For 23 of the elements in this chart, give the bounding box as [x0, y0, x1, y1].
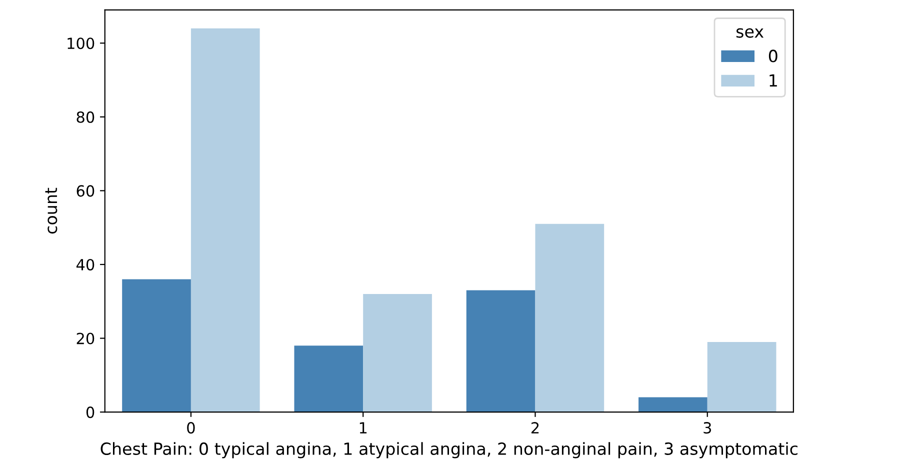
y-tick-label: 80: [76, 111, 94, 123]
x-axis-title: Chest Pain: 0 typical angina, 1 atypical angina, 2 non-anginal pain, 3 asymptomatic: [100, 442, 798, 458]
y-tick-label: 40: [76, 258, 94, 270]
bar: [122, 279, 191, 412]
bar: [707, 342, 776, 412]
legend-label: 1: [770, 74, 777, 87]
y-axis-title: count: [45, 188, 58, 234]
bar: [638, 397, 708, 412]
legend-title: sex: [736, 28, 764, 38]
x-tick-label: 2: [531, 422, 539, 434]
x-tick-label: 0: [187, 422, 195, 434]
x-tick-label: 3: [704, 422, 712, 434]
y-tick-label: 60: [76, 185, 94, 197]
x-tick-label: 1: [360, 422, 367, 434]
y-tick-label: 20: [76, 332, 94, 344]
bar: [190, 28, 260, 412]
bar: [466, 290, 536, 412]
bar: [294, 346, 364, 412]
y-tick-label: 0: [86, 406, 94, 418]
bar: [535, 224, 604, 412]
bar: [363, 294, 432, 412]
y-tick-label: 100: [68, 38, 94, 50]
legend-label: 0: [768, 50, 778, 62]
